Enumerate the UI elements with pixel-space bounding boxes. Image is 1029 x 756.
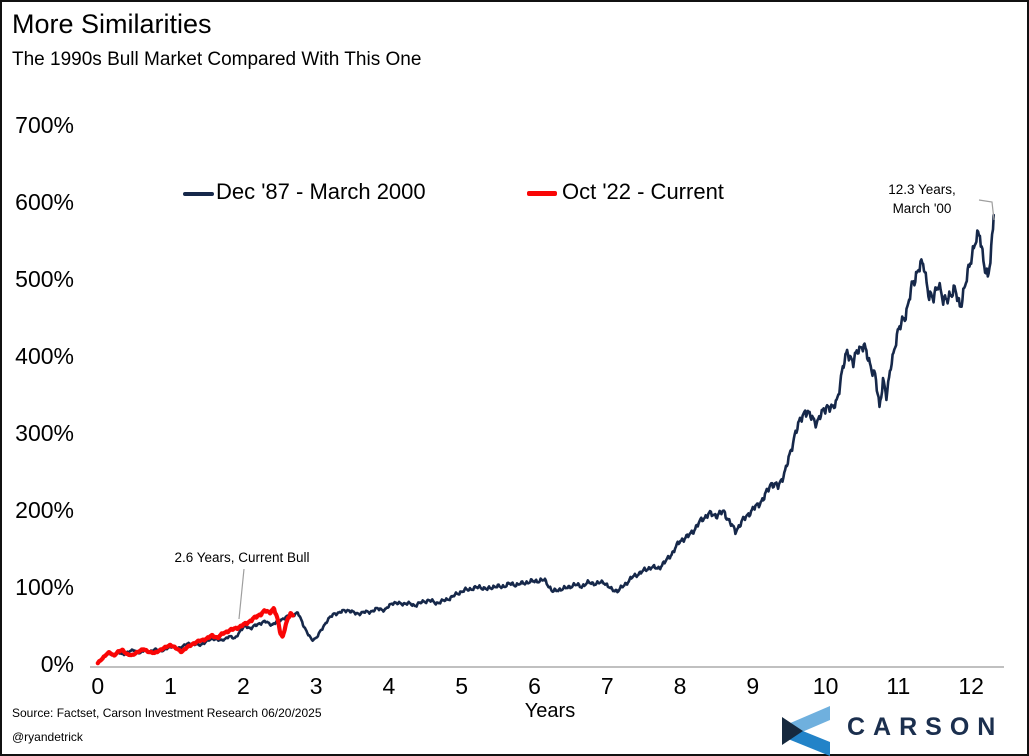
carson-logo-wordmark: CARSON <box>847 713 1004 741</box>
carson-logo-icon <box>782 706 830 756</box>
y-tick-label: 300% <box>15 420 74 446</box>
x-tick-label: 10 <box>812 673 839 699</box>
annotation-current-bull: 2.6 Years, Current Bull <box>142 549 342 566</box>
x-tick-label: 0 <box>91 673 105 699</box>
x-tick-label: 8 <box>673 673 687 699</box>
x-tick-label: 5 <box>455 673 469 699</box>
x-tick-label: 12 <box>958 673 984 699</box>
x-tick-label: 3 <box>309 673 323 699</box>
y-tick-label: 500% <box>15 266 74 292</box>
legend-swatch-1990s <box>183 192 214 196</box>
x-tick-label: 7 <box>600 673 614 699</box>
series-line-1990s <box>96 213 996 665</box>
annotation-march-00-line2: March '00 <box>892 201 952 216</box>
annotation-leader-current-bull <box>238 568 245 620</box>
x-tick-label: 11 <box>886 673 911 699</box>
y-tick-label: 0% <box>40 651 74 677</box>
legend-label-1990s: Dec '87 - March 2000 <box>216 179 426 204</box>
source-note: Source: Factset, Carson Investment Resea… <box>12 706 322 720</box>
y-tick-label: 400% <box>15 343 74 369</box>
page-subtitle: The 1990s Bull Market Compared With This… <box>12 49 422 70</box>
legend-swatch-current <box>527 191 557 196</box>
author-handle: @ryandetrick <box>12 730 83 744</box>
annotation-leader-march-00 <box>978 199 995 221</box>
x-axis-title: Years <box>524 700 576 722</box>
x-tick-label: 2 <box>236 673 250 699</box>
x-tick-label: 4 <box>382 673 396 699</box>
annotation-march-00: 12.3 Years, March '00 <box>870 180 974 218</box>
legend-label-current: Oct '22 - Current <box>562 179 724 204</box>
annotation-current-bull-text: 2.6 Years, Current Bull <box>174 550 310 565</box>
series-line-current <box>95 605 295 666</box>
y-tick-label: 200% <box>15 497 74 523</box>
y-tick-label: 100% <box>15 574 74 600</box>
x-tick-label: 9 <box>746 673 760 699</box>
y-tick-label: 700% <box>15 112 74 138</box>
y-tick-label: 600% <box>15 189 74 215</box>
annotation-march-00-line1: 12.3 Years, <box>888 182 956 197</box>
x-tick-label: 6 <box>528 673 541 699</box>
page-title: More Similarities <box>12 9 212 39</box>
x-tick-label: 1 <box>164 673 177 699</box>
